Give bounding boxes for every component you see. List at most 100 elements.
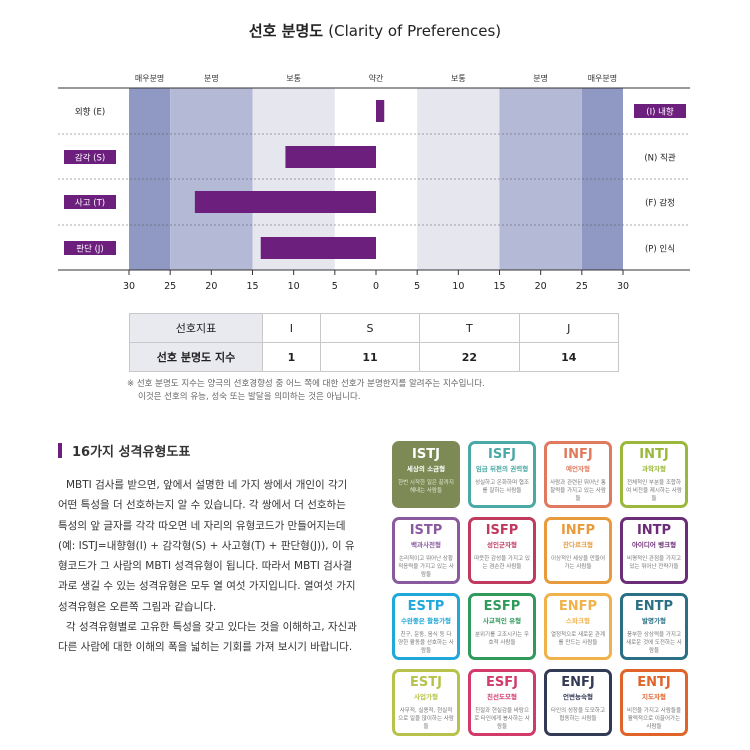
band-label: 약간: [369, 73, 384, 83]
type-code: ENTJ: [637, 675, 671, 690]
type-nickname: 임금 뒤편의 권력형: [475, 465, 529, 473]
type-description: 성실하고 온화하며 협조를 잘하는 사람들: [474, 480, 530, 494]
type-card-estj: ESTJ 사업가형 사무적, 실용적, 현실적으로 일을 많이하는 사람들: [392, 669, 460, 736]
index-header-row: 선호지표 I S T J: [129, 313, 620, 343]
type-description: 이상적인 세상을 만들어 가는 사람들: [550, 556, 606, 570]
x-tick-label: 25: [576, 281, 588, 292]
index-letter: I: [262, 313, 321, 343]
type-nickname: 발명가형: [642, 617, 666, 625]
index-score: 22: [419, 342, 520, 372]
type-code: ISTP: [409, 523, 443, 538]
type-description: 사람과 관련된 뛰어난 통찰력을 가지고 있는 사람들: [550, 480, 606, 502]
index-score: 11: [319, 342, 421, 372]
clarity-bar: [376, 100, 385, 122]
index-value-label: 선호 분명도 지수: [129, 342, 263, 372]
index-letter: S: [319, 313, 421, 343]
type-nickname: 백과사전형: [411, 541, 441, 549]
x-tick-label: 25: [164, 281, 176, 292]
type-code: ESTP: [407, 599, 445, 614]
index-letter: J: [518, 313, 620, 343]
band-label: 보통: [451, 74, 466, 83]
paragraph-1: MBTI 검사를 받으면, 앞에서 설명한 네 가지 쌍에서 개인이 각기 어떤…: [58, 479, 356, 613]
x-tick-label: 30: [617, 281, 629, 292]
section-heading: 16가지 성격유형도표: [58, 441, 190, 460]
right-pole-label: (F) 감정: [645, 198, 675, 209]
type-card-esfp: ESFP 사교적인 유형 분위기를 고조시키는 우호적 사람들: [468, 593, 536, 660]
type-code: INTJ: [639, 447, 669, 462]
paragraph-2: 각 성격유형별로 고유한 특성을 갖고 있다는 것을 이해하고, 자신과 다른 …: [58, 621, 357, 654]
type-nickname: 성인군자형: [487, 541, 517, 549]
index-score: 1: [262, 342, 321, 372]
left-label-bg: [64, 241, 116, 255]
type-description: 친절과 현실감을 바탕으로 타인에게 봉사하는 사람들: [474, 708, 530, 730]
type-nickname: 스파크형: [566, 617, 590, 625]
clarity-chart: 매우분명 분명 보통 약간 보통 분명 매우분명 30 25 20 15 10 5 0 5 10 15 20 25 3…: [58, 73, 690, 292]
type-description: 타인의 성장을 도모하고 협동하는 사람들: [550, 708, 606, 722]
x-tick-label: 30: [123, 281, 135, 292]
type-description: 따뜻한 감성을 가지고 있는 겸손한 사람들: [474, 556, 530, 570]
type-nickname: 지도자형: [642, 693, 666, 701]
type-description: 비전을 가지고 사람들을 활력적으로 이끌어가는 사람들: [626, 708, 682, 730]
clarity-bar: [260, 237, 376, 259]
type-card-intj: INTJ 과학자형 전체적인 부분을 조합하여 비전을 제시하는 사람들: [620, 441, 688, 508]
band-label: 매우분명: [588, 73, 617, 83]
type-code: ESFJ: [486, 675, 518, 690]
type-nickname: 잔다르크형: [563, 541, 593, 549]
left-pole-label: 판단 (J): [76, 244, 103, 255]
type-nickname: 수완좋은 활동가형: [400, 617, 452, 625]
type-code: INFP: [560, 523, 596, 538]
band-label: 분명: [204, 73, 219, 83]
type-nickname: 사업가형: [414, 693, 438, 701]
x-tick-label: 5: [332, 281, 338, 292]
clarity-note: ※ 선호 분명도 지수는 양극의 선호경향성 중 어느 쪽에 대한 선호가 분명…: [127, 378, 485, 404]
chart-title: 선호 분명도 (Clarity of Preferences): [0, 20, 750, 41]
type-card-infj: INFJ 예언자형 사람과 관련된 뛰어난 통찰력을 가지고 있는 사람들: [544, 441, 612, 508]
x-tick-label: 10: [452, 281, 464, 292]
x-tick-label: 15: [493, 281, 505, 292]
chart-title-ko: 선호 분명도: [248, 22, 324, 40]
type-card-intp: INTP 아이디어 뱅크형 비평적인 관점을 가지고 있는 뛰어난 전략가들: [620, 517, 688, 584]
note-line-1: ※ 선호 분명도 지수는 양극의 선호경향성 중 어느 쪽에 대한 선호가 분명…: [127, 379, 485, 389]
type-code: ISFP: [485, 523, 519, 538]
type-description: 친구, 운동, 음식 등 다양한 활동을 선호하는 사람들: [398, 632, 454, 654]
type-description: 열정적으로 새로운 관계를 만드는 사람들: [550, 632, 606, 646]
right-pole-label: (P) 인식: [645, 244, 675, 255]
type-nickname: 예언자형: [566, 465, 590, 473]
type-code: ENFJ: [561, 675, 595, 690]
x-tick-label: 20: [205, 281, 217, 292]
type-nickname: 아이디어 뱅크형: [631, 541, 677, 549]
type-nickname: 언변능숙형: [563, 693, 593, 701]
left-pole-label: 사고 (T): [75, 199, 105, 209]
note-line-2: 이것은 선호의 유능, 성숙 또는 발달을 의미하는 것은 아닙니다.: [138, 392, 361, 402]
clarity-bar: [285, 146, 376, 168]
x-tick-label: 15: [246, 281, 258, 292]
section-title: 16가지 성격유형도표: [72, 445, 191, 460]
clarity-band: [499, 88, 582, 270]
x-tick-label: 5: [414, 281, 420, 292]
x-tick-label: 0: [373, 281, 379, 292]
type-code: ENFP: [558, 599, 598, 614]
chart-title-en: (Clarity of Preferences): [328, 22, 502, 40]
type-card-istj: ISTJ 세상의 소금형 한번 시작한 일은 끝까지 해내는 사람들: [392, 441, 460, 508]
section-body: MBTI 검사를 받으면, 앞에서 설명한 네 가지 쌍에서 개인이 각기 어떤…: [58, 475, 358, 658]
right-label-bg: [634, 104, 686, 118]
left-pole-label: 감각 (S): [75, 153, 105, 164]
type-code: ISTJ: [412, 447, 440, 462]
type-code: INTP: [636, 523, 672, 538]
type-description: 분위기를 고조시키는 우호적 사람들: [474, 632, 530, 646]
type-card-isfj: ISFJ 임금 뒤편의 권력형 성실하고 온화하며 협조를 잘하는 사람들: [468, 441, 536, 508]
type-description: 논리적이고 뛰어난 상황 적응력을 가지고 있는 사람들: [398, 556, 454, 578]
type-code: ESFP: [483, 599, 521, 614]
right-pole-label: (N) 직관: [644, 153, 676, 164]
type-card-entp: ENTP 발명가형 풍부한 상상력을 가지고 새로운 것에 도전하는 사람들: [620, 593, 688, 660]
band-label: 분명: [533, 73, 548, 83]
type-code: ESTJ: [410, 675, 442, 690]
index-score: 14: [518, 342, 620, 372]
type-card-esfj: ESFJ 친선도모형 친절과 현실감을 바탕으로 타인에게 봉사하는 사람들: [468, 669, 536, 736]
